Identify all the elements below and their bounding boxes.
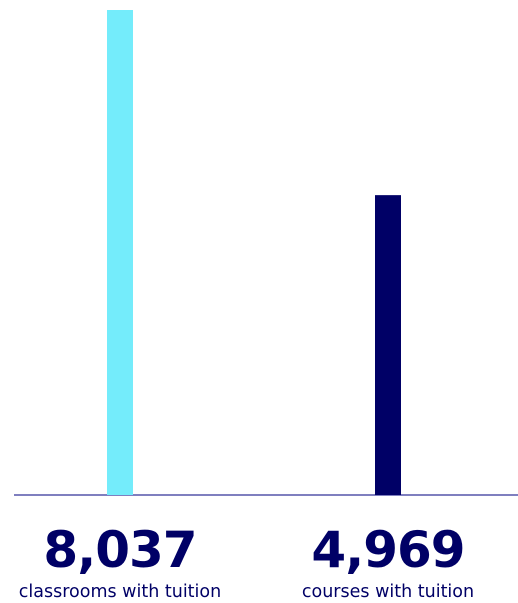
category-label-classrooms: classrooms with tuition [19,582,221,602]
bar-classrooms [107,10,133,495]
bars-group [107,10,401,495]
category-label-courses: courses with tuition [302,582,474,602]
category-labels-group: classrooms with tuition courses with tui… [19,582,474,602]
value-label-classrooms: 8,037 [43,521,196,579]
value-labels-group: 8,037 4,969 [43,521,465,579]
value-label-courses: 4,969 [311,521,464,579]
bar-courses [375,195,401,495]
